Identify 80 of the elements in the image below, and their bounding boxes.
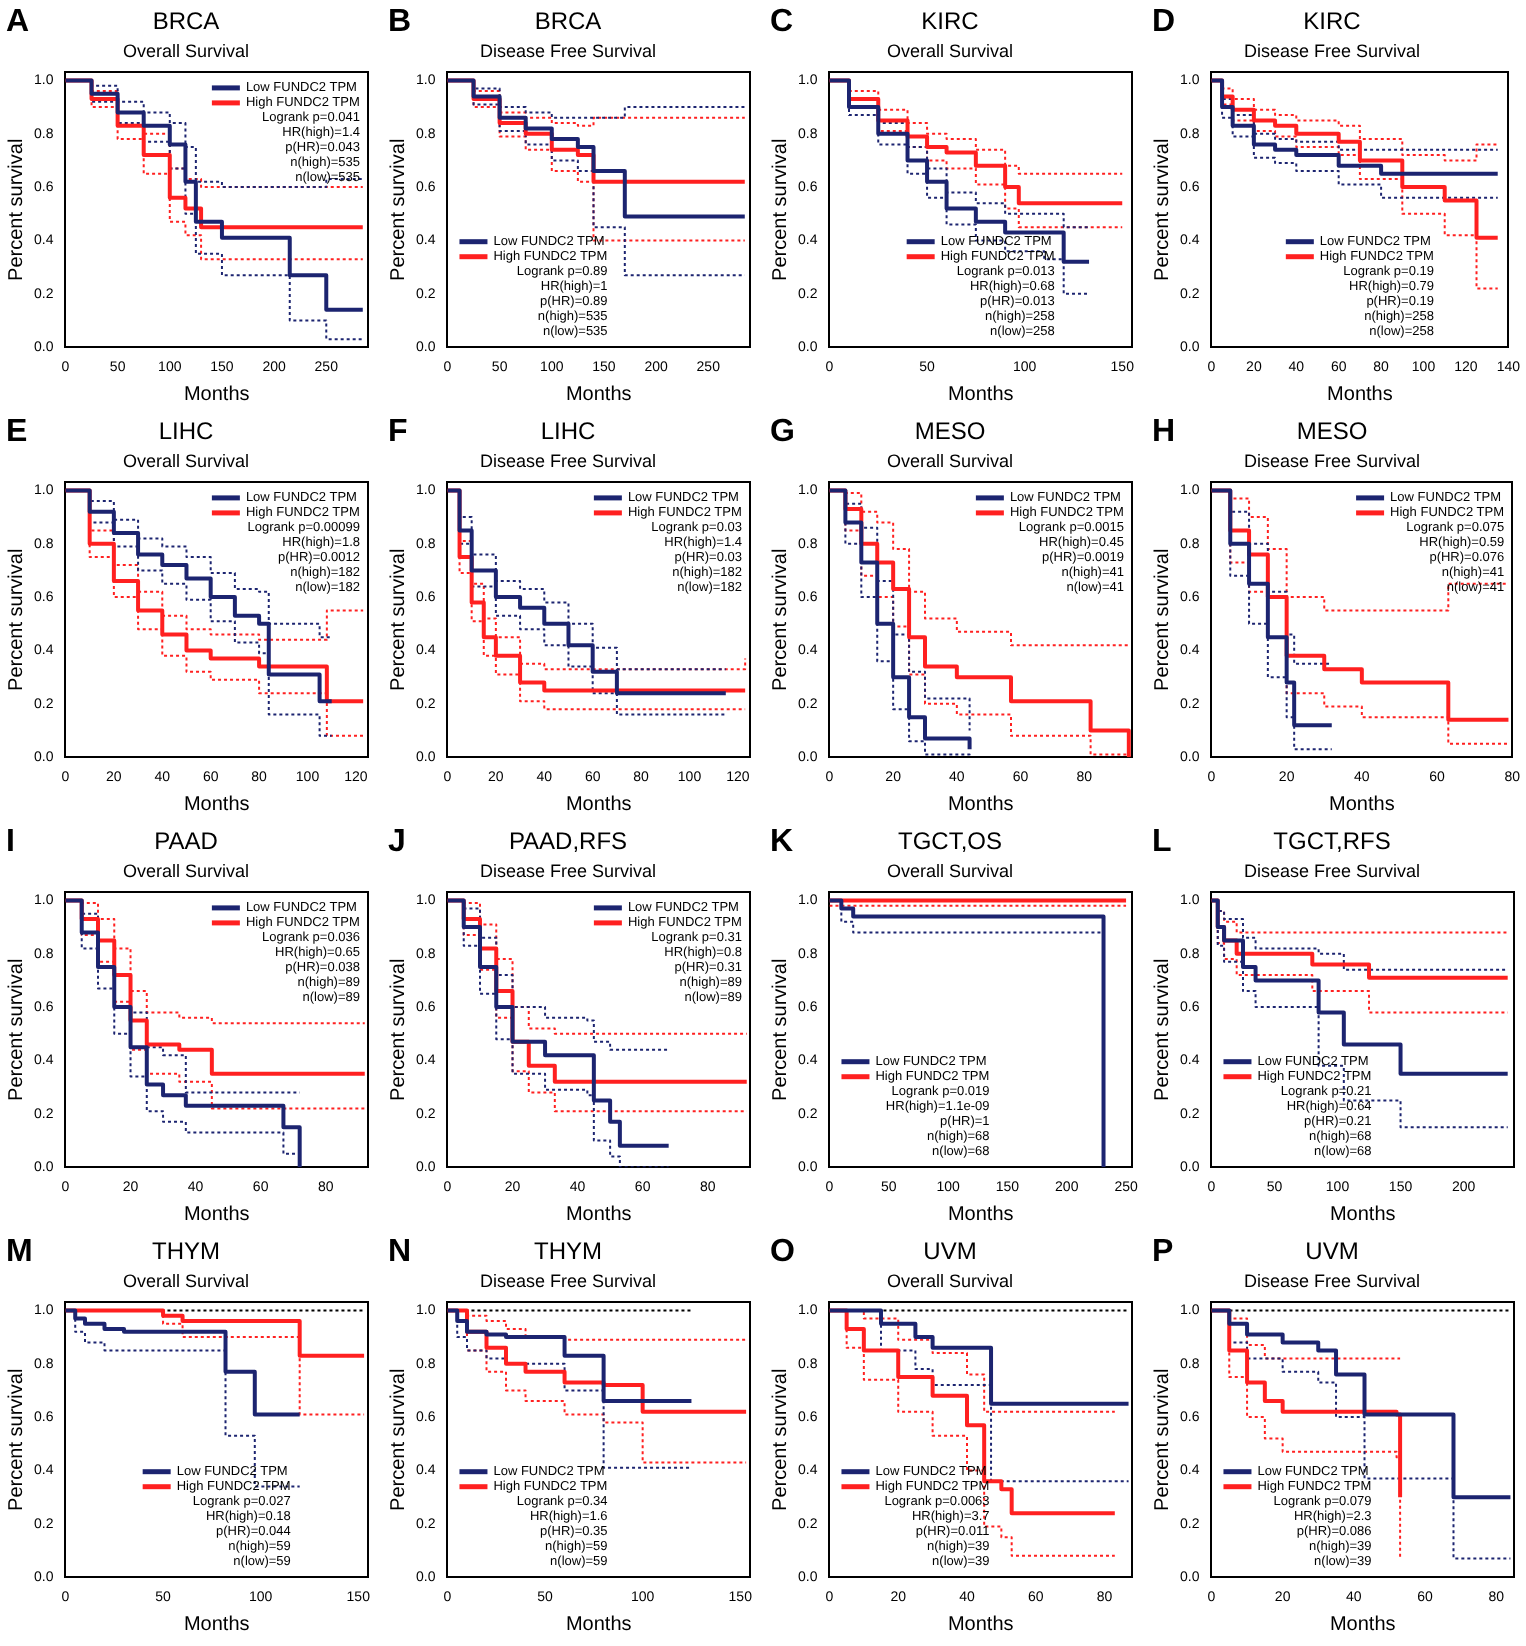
y-axis-title: Percent survival: [387, 1368, 410, 1511]
text: P: [1152, 1234, 1174, 1269]
chart-subtitle: Overall Survival: [122, 860, 250, 881]
y-axis-title: Percent survival: [769, 958, 792, 1101]
x-axis-title: Months: [947, 1613, 1014, 1636]
y-axis-title: Percent survival: [387, 548, 410, 691]
chart-subtitle: Overall Survival: [886, 860, 1014, 881]
chart-title: THYM: [152, 1237, 220, 1266]
text: B: [388, 4, 412, 39]
chart-subtitle: Disease Free Survival: [479, 40, 657, 61]
chart-subtitle: Disease Free Survival: [1243, 1270, 1421, 1291]
y-axis-title: Percent survival: [769, 138, 792, 281]
x-axis-title: Months: [947, 793, 1014, 816]
text: K: [770, 824, 794, 859]
chart-subtitle: Overall Survival: [886, 450, 1014, 471]
chart-subtitle: Disease Free Survival: [479, 1270, 657, 1291]
chart-title: TGCT,OS: [897, 827, 1003, 856]
y-axis-title: Percent survival: [1151, 958, 1174, 1101]
text: G: [770, 414, 795, 449]
chart-title: THYM: [534, 1237, 602, 1266]
text: D: [1152, 4, 1176, 39]
x-axis-title: Months: [1329, 793, 1395, 816]
chart-subtitle: Overall Survival: [122, 450, 250, 471]
chart-title: LIHC: [540, 417, 596, 446]
y-axis-title: Percent survival: [5, 958, 28, 1101]
x-axis-title: Months: [183, 1203, 250, 1226]
text: O: [770, 1234, 795, 1269]
x-axis-title: Months: [1329, 1203, 1396, 1226]
text: E: [6, 414, 28, 449]
x-axis-title: Months: [565, 793, 632, 816]
x-axis-title: Months: [565, 1613, 632, 1636]
x-axis-title: Months: [183, 383, 250, 406]
text: L: [1152, 824, 1172, 859]
x-axis-title: Months: [1327, 383, 1393, 406]
y-axis-title: Percent survival: [769, 1368, 792, 1511]
x-axis-title: Months: [947, 1203, 1014, 1226]
chart-subtitle: Overall Survival: [886, 1270, 1014, 1291]
chart-subtitle: Overall Survival: [122, 1270, 250, 1291]
text: J: [388, 824, 406, 859]
chart-title: PAAD: [154, 827, 219, 856]
text: F: [388, 414, 408, 449]
text: I: [6, 824, 15, 859]
chart-subtitle: Disease Free Survival: [1243, 40, 1421, 61]
chart-title: BRCA: [534, 7, 602, 36]
x-axis-title: Months: [565, 1203, 632, 1226]
x-axis-title: Months: [183, 793, 250, 816]
chart-title: KIRC: [921, 7, 980, 36]
chart-subtitle: Disease Free Survival: [479, 450, 657, 471]
chart-subtitle: Overall Survival: [886, 40, 1014, 61]
y-axis-title: Percent survival: [1151, 1368, 1174, 1511]
x-axis-title: Months: [947, 383, 1014, 406]
chart-title: KIRC: [1303, 7, 1362, 36]
text: M: [6, 1234, 33, 1269]
chart-subtitle: Overall Survival: [122, 40, 250, 61]
y-axis-title: Percent survival: [5, 1368, 28, 1511]
text: N: [388, 1234, 412, 1269]
chart-title: PAAD,RFS: [508, 827, 628, 856]
chart-title: TGCT,RFS: [1273, 827, 1391, 856]
text: H: [1152, 414, 1176, 449]
x-axis-title: Months: [183, 1613, 250, 1636]
x-axis-title: Months: [1329, 1613, 1396, 1636]
y-axis-title: Percent survival: [387, 138, 410, 281]
text: A: [6, 4, 30, 39]
y-axis-title: Percent survival: [5, 548, 28, 691]
y-axis-title: Percent survival: [1151, 138, 1174, 281]
chart-title: BRCA: [152, 7, 220, 36]
chart-title: LIHC: [158, 417, 214, 446]
chart-title: UVM: [1305, 1237, 1359, 1266]
x-axis-title: Months: [565, 383, 632, 406]
chart-subtitle: Disease Free Survival: [1243, 450, 1421, 471]
chart-title: UVM: [923, 1237, 977, 1266]
y-axis-title: Percent survival: [387, 958, 410, 1101]
text: C: [770, 4, 794, 39]
chart-title: MESO: [914, 417, 986, 446]
y-axis-title: Percent survival: [5, 138, 28, 281]
chart-subtitle: Disease Free Survival: [1243, 860, 1421, 881]
y-axis-title: Percent survival: [1151, 548, 1174, 691]
y-axis-title: Percent survival: [769, 548, 792, 691]
chart-title: MESO: [1296, 417, 1368, 446]
chart-subtitle: Disease Free Survival: [479, 860, 657, 881]
